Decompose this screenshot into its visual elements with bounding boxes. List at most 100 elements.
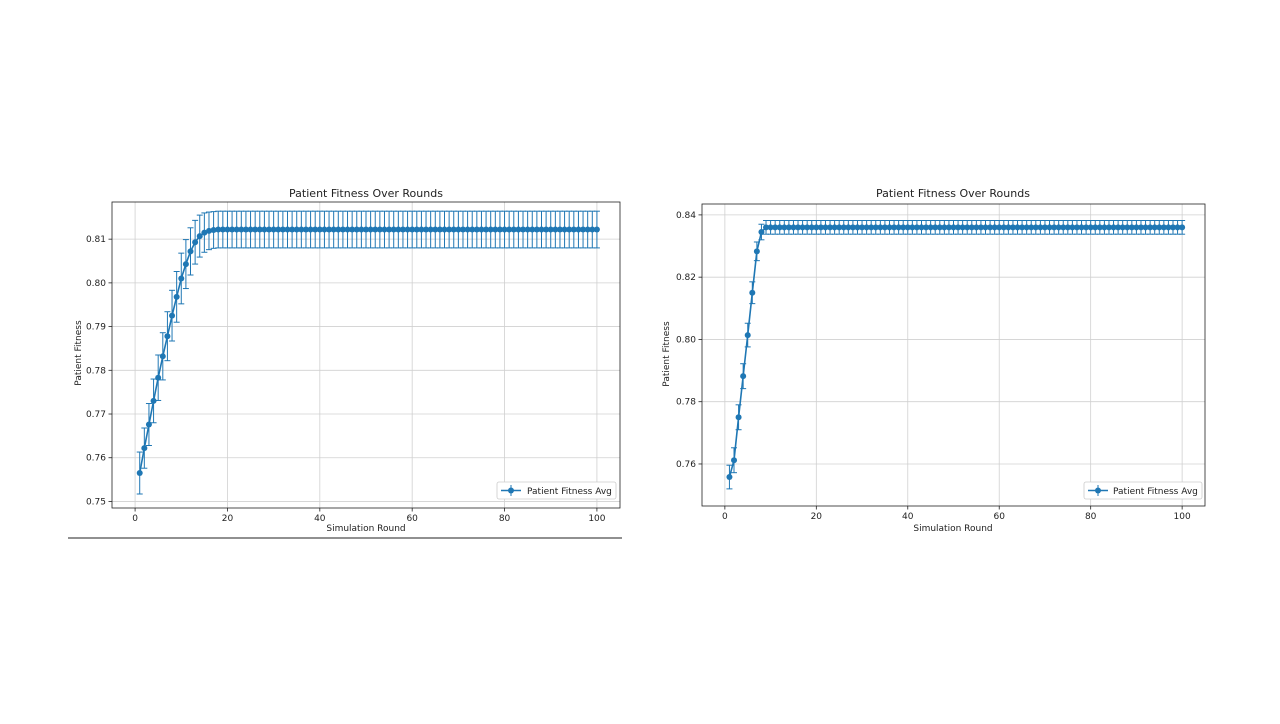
data-point (436, 226, 443, 233)
legend: Patient Fitness Avg (1083, 481, 1203, 500)
data-point (159, 353, 166, 360)
data-point (233, 226, 240, 233)
plot-frame (701, 203, 1206, 507)
data-point (1078, 224, 1085, 231)
data-point (293, 226, 300, 233)
x-tick-label: 0 (722, 512, 728, 522)
data-point (840, 224, 847, 231)
data-point (570, 226, 577, 233)
data-point (1115, 224, 1122, 231)
data-point (506, 226, 513, 233)
data-point (1069, 224, 1076, 231)
data-point (881, 224, 888, 231)
data-point (1156, 224, 1163, 231)
data-point (136, 470, 143, 477)
data-point (909, 224, 916, 231)
x-tick-label: 20 (811, 512, 823, 522)
data-point (726, 474, 733, 481)
x-axis-label: Simulation Round (913, 524, 992, 534)
data-point (854, 224, 861, 231)
data-point (187, 248, 194, 255)
data-point (150, 397, 157, 404)
data-point (423, 226, 430, 233)
data-point (904, 224, 911, 231)
data-point (918, 224, 925, 231)
data-point (1174, 224, 1181, 231)
data-marks (726, 220, 1186, 490)
y-tick-label: 0.77 (86, 410, 106, 420)
data-point (913, 224, 920, 231)
data-point (247, 226, 254, 233)
data-point (182, 261, 189, 268)
y-tick-label: 0.81 (86, 235, 106, 245)
data-point (510, 226, 517, 233)
data-point (205, 227, 212, 234)
data-point (1119, 224, 1126, 231)
data-point (275, 226, 282, 233)
data-point (459, 226, 466, 233)
data-point (312, 226, 319, 233)
data-point (169, 312, 176, 319)
data-point (155, 374, 162, 381)
data-point (849, 224, 856, 231)
data-point (584, 226, 591, 233)
data-point (1124, 224, 1131, 231)
data-point (763, 224, 770, 231)
data-point (767, 224, 774, 231)
y-tick-label: 0.80 (86, 279, 106, 289)
data-point (1096, 224, 1103, 231)
data-point (173, 293, 180, 300)
data-point (307, 226, 314, 233)
chart-title: Patient Fitness Over Rounds (876, 187, 1030, 200)
data-point (959, 224, 966, 231)
data-point (386, 226, 393, 233)
data-point (859, 224, 866, 231)
data-point (321, 226, 328, 233)
x-tick-label: 100 (1174, 512, 1191, 522)
data-point (450, 226, 457, 233)
data-point (455, 226, 462, 233)
legend-box (496, 481, 617, 500)
grid-lines (702, 204, 1205, 506)
data-point (270, 226, 277, 233)
data-point (945, 224, 952, 231)
data-point (1032, 224, 1039, 231)
data-point (335, 226, 342, 233)
data-point (1019, 224, 1026, 231)
data-point (464, 226, 471, 233)
data-point (781, 224, 788, 231)
data-point (164, 333, 171, 340)
data-point (515, 226, 522, 233)
data-point (256, 226, 263, 233)
y-tick-label: 0.76 (86, 454, 106, 464)
data-point (261, 226, 268, 233)
data-point (886, 224, 893, 231)
data-point (758, 229, 765, 236)
data-point (224, 226, 231, 233)
y-tick-label: 0.80 (676, 335, 696, 345)
data-point (339, 226, 346, 233)
data-point (1041, 224, 1048, 231)
data-point (427, 226, 434, 233)
axis-ticks: 0 20 40 60 80 100 0.75 0.76 0.77 0.78 0.79 0.80 0.81 (86, 235, 606, 524)
data-point (813, 224, 820, 231)
x-tick-label: 40 (902, 512, 914, 522)
data-point (900, 224, 907, 231)
data-point (817, 224, 824, 231)
data-point (242, 226, 249, 233)
data-point (192, 239, 199, 246)
data-point (1000, 224, 1007, 231)
data-point (215, 226, 222, 233)
data-point (178, 275, 185, 282)
data-point (964, 224, 971, 231)
data-point (790, 224, 797, 231)
legend-marker (1095, 487, 1101, 494)
data-point (372, 226, 379, 233)
data-point (524, 226, 531, 233)
series-line (138, 228, 597, 474)
data-point (316, 226, 323, 233)
data-point (302, 226, 309, 233)
data-point (1009, 224, 1016, 231)
data-point (556, 226, 563, 233)
data-point (1092, 224, 1099, 231)
